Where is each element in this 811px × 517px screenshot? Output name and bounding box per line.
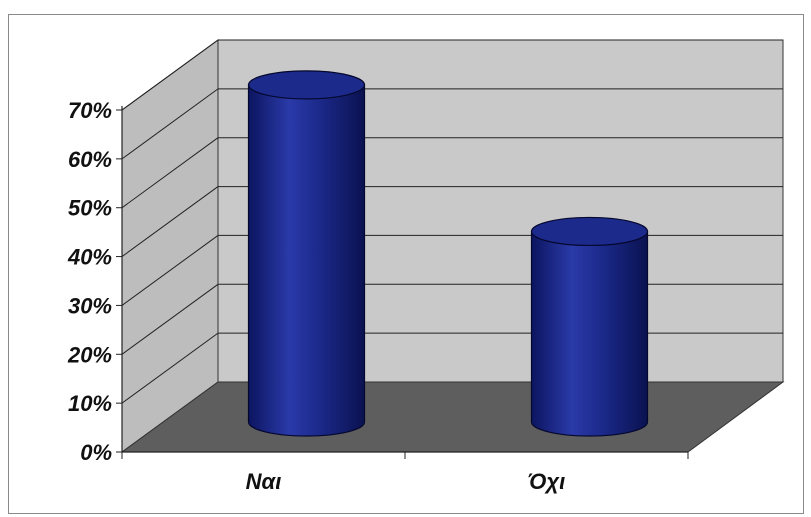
- y-tick-label: 50%: [68, 196, 112, 221]
- y-tick-label: 30%: [68, 293, 112, 318]
- gridline-side: [121, 186, 219, 257]
- gridline-side: [121, 235, 219, 306]
- x-axis-category-labels: Ναι Όχι: [246, 469, 566, 494]
- bar-body: [247, 84, 366, 437]
- bar-body: [530, 230, 649, 437]
- gridline-side: [121, 137, 219, 209]
- gridline-side: [121, 332, 219, 404]
- y-tick-label: 10%: [68, 391, 112, 416]
- bar-top: [530, 216, 649, 247]
- chart-walls: [120, 39, 785, 453]
- y-tick-label: 40%: [67, 245, 112, 270]
- gridline-side: [121, 39, 219, 111]
- bars: [247, 70, 649, 437]
- bar-top: [247, 70, 366, 100]
- y-tick-label: 60%: [68, 147, 112, 172]
- floor: [120, 381, 785, 453]
- y-axis-tick-labels: 0% 10% 20% 30% 40% 50% 60% 70%: [67, 98, 689, 465]
- gridline-side: [121, 88, 219, 160]
- y-tick-label: 70%: [68, 98, 112, 123]
- y-tick-label: 0%: [80, 440, 112, 465]
- bar: [247, 70, 366, 437]
- x-category-label: Ναι: [246, 469, 282, 494]
- y-tick-label: 20%: [67, 342, 112, 367]
- gridline-side: [121, 283, 219, 355]
- bar: [530, 216, 649, 437]
- x-category-label: Όχι: [528, 469, 565, 494]
